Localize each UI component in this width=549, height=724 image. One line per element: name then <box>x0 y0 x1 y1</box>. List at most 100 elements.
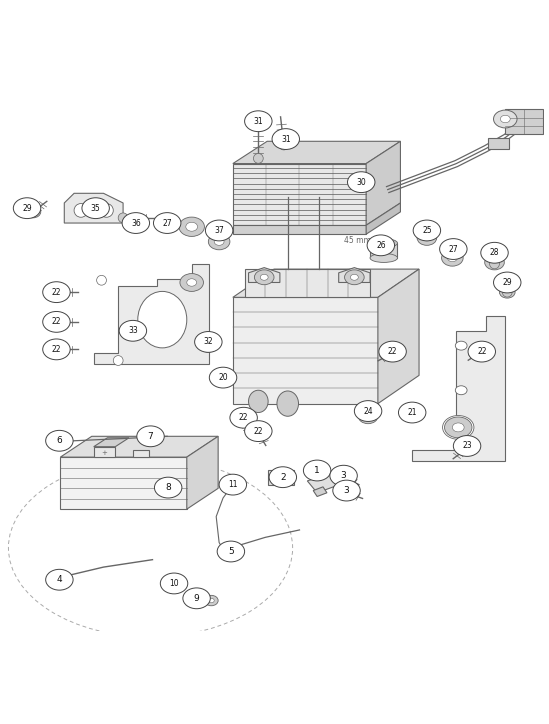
Ellipse shape <box>494 272 521 293</box>
Ellipse shape <box>228 550 234 554</box>
Ellipse shape <box>138 291 187 348</box>
Polygon shape <box>307 472 344 493</box>
Ellipse shape <box>468 341 496 362</box>
Text: 27: 27 <box>163 219 172 227</box>
Ellipse shape <box>230 482 236 487</box>
Ellipse shape <box>214 238 224 245</box>
Polygon shape <box>233 269 419 298</box>
Ellipse shape <box>423 235 431 241</box>
Ellipse shape <box>379 341 406 362</box>
Ellipse shape <box>55 577 63 583</box>
Ellipse shape <box>201 342 215 353</box>
Ellipse shape <box>370 239 397 248</box>
Ellipse shape <box>30 210 36 214</box>
Text: 22: 22 <box>239 413 248 422</box>
Text: 31: 31 <box>254 117 263 126</box>
Polygon shape <box>249 268 280 282</box>
Ellipse shape <box>354 400 382 421</box>
Ellipse shape <box>455 341 467 350</box>
Circle shape <box>490 259 500 269</box>
Ellipse shape <box>209 233 230 250</box>
Polygon shape <box>94 447 115 457</box>
Circle shape <box>462 443 472 453</box>
Polygon shape <box>60 457 187 509</box>
Polygon shape <box>488 138 509 148</box>
Ellipse shape <box>122 213 149 233</box>
Text: 31: 31 <box>281 135 290 143</box>
Circle shape <box>52 287 61 297</box>
Ellipse shape <box>25 206 41 218</box>
Text: 7: 7 <box>148 432 153 441</box>
Ellipse shape <box>186 222 198 231</box>
Circle shape <box>74 203 88 217</box>
Text: 29: 29 <box>23 203 32 213</box>
Ellipse shape <box>364 413 372 419</box>
Text: 1: 1 <box>314 466 320 475</box>
Circle shape <box>388 348 397 358</box>
Ellipse shape <box>447 254 457 261</box>
Text: 21: 21 <box>407 408 417 417</box>
Ellipse shape <box>485 255 505 270</box>
Ellipse shape <box>188 590 205 604</box>
Ellipse shape <box>254 270 274 285</box>
Ellipse shape <box>217 541 245 562</box>
Ellipse shape <box>481 243 508 263</box>
Circle shape <box>239 415 249 425</box>
Circle shape <box>118 213 128 223</box>
Ellipse shape <box>193 594 200 599</box>
Text: 22: 22 <box>52 345 61 354</box>
Ellipse shape <box>171 581 177 586</box>
Ellipse shape <box>442 416 474 439</box>
Polygon shape <box>366 203 400 234</box>
Polygon shape <box>313 487 327 497</box>
Text: 22: 22 <box>388 347 397 356</box>
Circle shape <box>113 355 123 366</box>
Ellipse shape <box>330 466 357 486</box>
Text: 25: 25 <box>422 226 432 235</box>
Text: 6: 6 <box>57 437 62 445</box>
Text: 3: 3 <box>344 486 349 495</box>
Ellipse shape <box>82 198 109 219</box>
Text: 35: 35 <box>91 203 100 213</box>
Text: 37: 37 <box>214 226 224 235</box>
Ellipse shape <box>494 110 517 128</box>
Text: 28: 28 <box>490 248 499 257</box>
Text: 11: 11 <box>228 480 238 489</box>
Ellipse shape <box>345 270 364 285</box>
Polygon shape <box>412 316 505 461</box>
Ellipse shape <box>440 239 467 259</box>
Circle shape <box>97 275 107 285</box>
Ellipse shape <box>141 430 160 442</box>
Ellipse shape <box>183 588 210 609</box>
Circle shape <box>279 140 289 150</box>
Ellipse shape <box>417 230 436 245</box>
Circle shape <box>502 287 512 297</box>
Text: 3: 3 <box>341 471 346 480</box>
Text: 30: 30 <box>356 177 366 187</box>
Ellipse shape <box>154 213 181 233</box>
Ellipse shape <box>441 250 463 266</box>
Ellipse shape <box>350 274 358 280</box>
Ellipse shape <box>367 235 395 256</box>
Ellipse shape <box>46 569 73 590</box>
Polygon shape <box>233 164 366 225</box>
Text: 4: 4 <box>57 576 62 584</box>
Polygon shape <box>133 450 149 457</box>
Circle shape <box>99 203 113 217</box>
Ellipse shape <box>179 217 204 237</box>
Ellipse shape <box>43 282 70 303</box>
Polygon shape <box>64 193 123 223</box>
Ellipse shape <box>209 598 214 603</box>
Ellipse shape <box>245 421 272 442</box>
Text: 32: 32 <box>204 337 213 347</box>
Ellipse shape <box>226 479 240 490</box>
Circle shape <box>341 488 351 497</box>
Ellipse shape <box>413 220 441 241</box>
Circle shape <box>339 473 349 483</box>
Ellipse shape <box>195 332 222 353</box>
Text: 23: 23 <box>462 442 472 450</box>
Text: 8: 8 <box>165 483 171 492</box>
Polygon shape <box>268 471 294 485</box>
Polygon shape <box>233 141 400 164</box>
Ellipse shape <box>358 409 378 424</box>
